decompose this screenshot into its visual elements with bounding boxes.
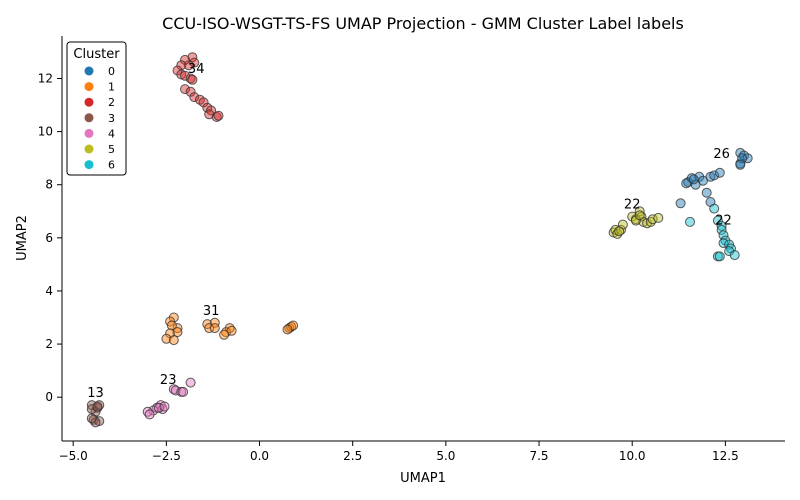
point-cluster-0 (694, 171, 705, 182)
cluster-size-annotation: 34 (188, 62, 205, 77)
point-cluster-1 (166, 320, 177, 331)
legend-label-1: 1 (108, 81, 115, 94)
x-tick-label: −2.5 (152, 449, 181, 463)
point-cluster-4 (185, 377, 196, 388)
legend: Cluster 0 1 2 3 4 5 6 (66, 41, 127, 176)
point-cluster-3 (92, 401, 103, 412)
point-cluster-0 (675, 198, 686, 209)
point-cluster-1 (282, 324, 293, 335)
point-cluster-4 (144, 409, 155, 420)
x-tick-label: 2.5 (343, 449, 362, 463)
point-cluster-2 (198, 97, 209, 108)
point-cluster-2 (204, 109, 215, 120)
point-cluster-2 (185, 86, 196, 97)
legend-label-3: 3 (108, 112, 115, 125)
point-cluster-0 (735, 159, 746, 170)
legend-marker-3 (84, 113, 94, 123)
plot-points (86, 52, 753, 428)
legend-label-4: 4 (108, 127, 115, 140)
legend-marker-4 (84, 128, 94, 138)
x-axis-label: UMAP1 (400, 471, 446, 486)
point-cluster-0 (688, 174, 699, 185)
legend-label-2: 2 (108, 96, 115, 109)
point-cluster-6 (714, 251, 725, 262)
x-tick-label: −5.0 (59, 449, 88, 463)
y-tick-label: 4 (45, 284, 53, 298)
y-tick-label: 10 (38, 125, 53, 139)
point-cluster-5 (630, 215, 641, 226)
legend-marker-2 (84, 97, 94, 107)
point-cluster-1 (204, 323, 215, 334)
legend-items: 0 1 2 3 4 5 6 (84, 65, 115, 172)
point-cluster-6 (729, 250, 740, 261)
legend-marker-6 (84, 160, 94, 170)
cluster-size-annotation: 26 (713, 147, 730, 162)
cluster-size-annotation: 22 (715, 214, 732, 229)
point-cluster-6 (716, 224, 727, 235)
legend-marker-0 (84, 66, 94, 76)
point-cluster-1 (219, 329, 230, 340)
point-cluster-2 (189, 57, 200, 68)
point-cluster-0 (742, 153, 753, 164)
point-cluster-6 (718, 230, 729, 241)
point-cluster-4 (159, 401, 170, 412)
x-tick-label: 10.0 (619, 449, 646, 463)
y-axis-label: UMAP2 (15, 215, 30, 261)
y-tick-label: 12 (38, 71, 53, 85)
cluster-size-annotation: 23 (160, 373, 177, 388)
legend-label-5: 5 (108, 143, 115, 156)
point-cluster-0 (701, 187, 712, 198)
point-cluster-2 (189, 92, 200, 103)
y-tick-label: 6 (45, 231, 53, 245)
point-cluster-6 (709, 203, 720, 214)
x-tick-label: 12.5 (712, 449, 739, 463)
point-cluster-2 (213, 110, 224, 121)
point-cluster-0 (714, 167, 725, 178)
point-cluster-4 (178, 386, 189, 397)
point-cluster-2 (183, 60, 194, 71)
y-tick-label: 2 (45, 337, 53, 351)
point-cluster-5 (653, 212, 664, 223)
legend-label-6: 6 (108, 159, 115, 172)
point-cluster-6 (712, 215, 723, 226)
point-cluster-1 (172, 327, 183, 338)
legend-marker-5 (84, 144, 94, 154)
legend-marker-1 (84, 82, 94, 92)
point-cluster-5 (634, 210, 645, 221)
legend-box (66, 41, 127, 176)
point-cluster-2 (180, 54, 190, 65)
cluster-size-annotation: 13 (87, 386, 104, 401)
x-tick-label: 7.5 (529, 449, 548, 463)
cluster-size-annotation: 31 (203, 304, 220, 319)
point-cluster-1 (161, 333, 172, 344)
point-cluster-6 (685, 216, 695, 227)
y-tick-label: 0 (45, 390, 53, 404)
point-cluster-2 (187, 52, 198, 63)
point-cluster-2 (180, 84, 190, 95)
point-cluster-2 (187, 74, 198, 85)
y-axis-ticks: 0 2 4 6 8 10 12 (38, 71, 62, 404)
point-cluster-3 (86, 413, 97, 424)
x-tick-label: 5.0 (436, 449, 455, 463)
point-cluster-1 (168, 335, 179, 346)
legend-label-0: 0 (108, 65, 115, 78)
y-tick-label: 8 (45, 178, 53, 192)
legend-title: Cluster (73, 47, 120, 62)
x-axis-ticks: −5.0 −2.5 0.0 2.5 5.0 7.5 10.0 12.5 (59, 441, 739, 463)
point-cluster-5 (614, 226, 625, 237)
x-tick-label: 0.0 (250, 449, 269, 463)
cluster-size-annotation: 22 (624, 198, 641, 213)
point-cluster-0 (709, 170, 720, 181)
chart-title: CCU-ISO-WSGT-TS-FS UMAP Projection - GMM… (162, 14, 684, 33)
point-cluster-1 (209, 323, 220, 334)
